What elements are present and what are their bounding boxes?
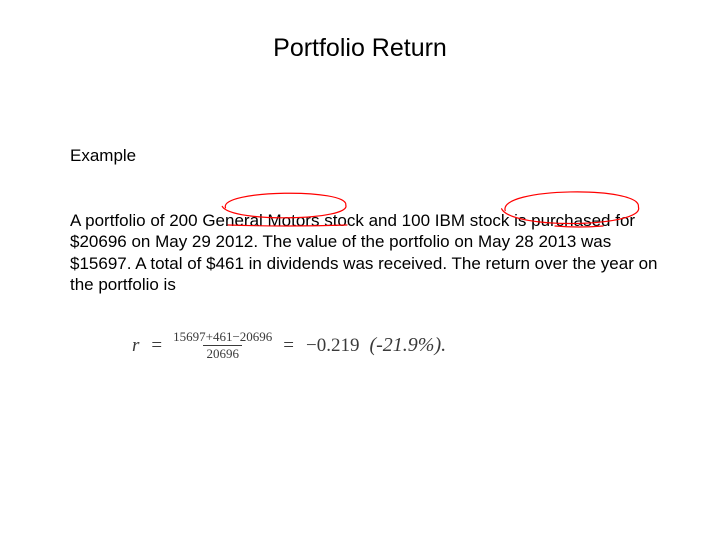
slide: Portfolio Return Example A portfolio of … [0,0,720,540]
formula: r = 15697+461−20696 20696 = −0.219 (-21.… [132,330,446,362]
formula-percent: (-21.9%). [369,334,446,357]
formula-equals-1: = [151,335,162,357]
formula-result: −0.219 [306,335,359,357]
body-paragraph: A portfolio of 200 General Motors stock … [70,210,660,295]
formula-numerator: 15697+461−20696 [170,330,275,345]
slide-title: Portfolio Return [0,34,720,63]
formula-equals-2: = [283,335,294,357]
formula-variable: r [132,335,139,357]
example-label: Example [70,146,136,166]
formula-denominator: 20696 [203,345,242,361]
formula-fraction: 15697+461−20696 20696 [170,330,275,362]
